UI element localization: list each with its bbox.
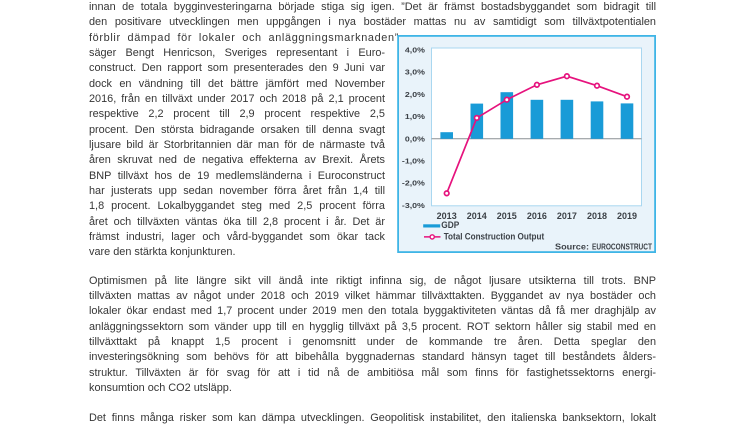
svg-text:2,0%: 2,0% — [405, 90, 425, 99]
svg-text:1,0%: 1,0% — [405, 112, 425, 121]
svg-text:Total Construction Output: Total Construction Output — [444, 232, 545, 242]
svg-text:2014: 2014 — [467, 211, 487, 221]
svg-text:2013: 2013 — [437, 211, 457, 221]
svg-text:2019: 2019 — [617, 211, 637, 221]
svg-text:Source:: Source: — [555, 242, 589, 252]
svg-text:GDP: GDP — [441, 220, 459, 230]
svg-text:2018: 2018 — [587, 211, 607, 221]
svg-text:0,0%: 0,0% — [405, 134, 425, 143]
svg-text:-1,0%: -1,0% — [402, 157, 425, 166]
svg-text:2017: 2017 — [557, 211, 577, 221]
svg-text:4,0%: 4,0% — [405, 46, 425, 55]
svg-text:-3,0%: -3,0% — [402, 201, 425, 210]
svg-text:3,0%: 3,0% — [405, 68, 425, 77]
svg-text:2015: 2015 — [497, 211, 517, 221]
svg-text:-2,0%: -2,0% — [402, 179, 425, 188]
svg-text:EUROCONSTRUCT: EUROCONSTRUCT — [592, 242, 653, 252]
svg-text:2016: 2016 — [527, 211, 547, 221]
